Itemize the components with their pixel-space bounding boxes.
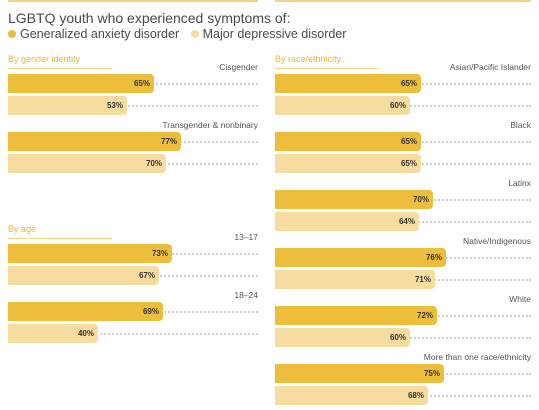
bar-value-label: 60% — [389, 101, 406, 110]
category-label: Black — [510, 120, 531, 130]
bar-depression: 40% — [8, 324, 98, 343]
bar-depression: 71% — [275, 270, 435, 289]
bar-anxiety: 65% — [275, 74, 421, 93]
category-label: 18–24 — [234, 290, 258, 300]
bar-value-label: 53% — [106, 101, 123, 110]
bar-depression: 67% — [8, 266, 159, 285]
bar-value-label: 70% — [412, 195, 429, 204]
legend-item-gad: Generalized anxiety disorder — [8, 27, 179, 41]
bar-anxiety: 70% — [275, 190, 433, 209]
bar-value-label: 68% — [407, 391, 424, 400]
bar-anxiety: 75% — [275, 364, 444, 383]
section-divider — [8, 68, 112, 69]
bar-depression: 65% — [275, 154, 421, 173]
bar-value-label: 73% — [151, 249, 168, 258]
section-divider — [8, 238, 112, 239]
bar-value-label: 69% — [142, 307, 159, 316]
legend-swatch-mdd — [190, 30, 199, 38]
bar-value-label: 70% — [145, 159, 162, 168]
bar-value-label: 65% — [400, 137, 417, 146]
category-label: More than one race/ethnicity — [423, 352, 531, 362]
section-divider — [275, 68, 379, 69]
bar-value-label: 65% — [400, 79, 417, 88]
category-label: Cisgender — [219, 62, 258, 72]
bar-value-label: 67% — [138, 271, 155, 280]
bar-anxiety: 76% — [275, 248, 446, 267]
legend-label-mdd: Major depressive disorder — [202, 27, 347, 41]
bar-anxiety: 65% — [275, 132, 421, 151]
legend-label-gad: Generalized anxiety disorder — [20, 27, 180, 41]
bar-value-label: 75% — [423, 369, 440, 378]
bar-value-label: 77% — [160, 137, 177, 146]
bar-value-label: 64% — [398, 217, 415, 226]
category-label: Latinx — [508, 178, 531, 188]
bar-depression: 64% — [275, 212, 419, 231]
bar-anxiety: 73% — [8, 244, 172, 263]
legend: Generalized anxiety disorder Major depre… — [8, 27, 354, 41]
top-rule-left — [8, 0, 258, 2]
category-label: Asian/Pacific Islander — [449, 62, 531, 72]
bar-track — [8, 333, 258, 335]
bar-track — [8, 105, 258, 107]
bar-value-label: 65% — [133, 79, 150, 88]
legend-item-mdd: Major depressive disorder — [190, 27, 347, 41]
bar-value-label: 65% — [400, 159, 417, 168]
bar-value-label: 71% — [414, 275, 431, 284]
category-label: Transgender & nonbinary — [162, 120, 258, 130]
bar-anxiety: 77% — [8, 132, 181, 151]
bar-depression: 60% — [275, 328, 410, 347]
section-title: By gender identity — [8, 54, 81, 64]
bar-value-label: 60% — [389, 333, 406, 342]
bar-depression: 70% — [8, 154, 166, 173]
section-title: By race/ethnicity — [275, 54, 342, 64]
bar-value-label: 72% — [416, 311, 433, 320]
category-label: Native/Indigenous — [462, 236, 531, 246]
bar-depression: 53% — [8, 96, 127, 115]
category-label: 13–17 — [234, 232, 258, 242]
bar-anxiety: 65% — [8, 74, 154, 93]
legend-swatch-gad — [8, 30, 16, 38]
top-rule-right — [275, 0, 531, 2]
category-label: White — [509, 294, 531, 304]
bar-value-label: 40% — [77, 329, 94, 338]
bar-depression: 60% — [275, 96, 410, 115]
bar-anxiety: 69% — [8, 302, 163, 321]
bar-value-label: 76% — [425, 253, 442, 262]
bar-anxiety: 72% — [275, 306, 437, 325]
section-title: By age — [8, 224, 37, 234]
chart-title: LGBTQ youth who experienced symptoms of: — [8, 10, 291, 26]
bar-depression: 68% — [275, 386, 428, 405]
